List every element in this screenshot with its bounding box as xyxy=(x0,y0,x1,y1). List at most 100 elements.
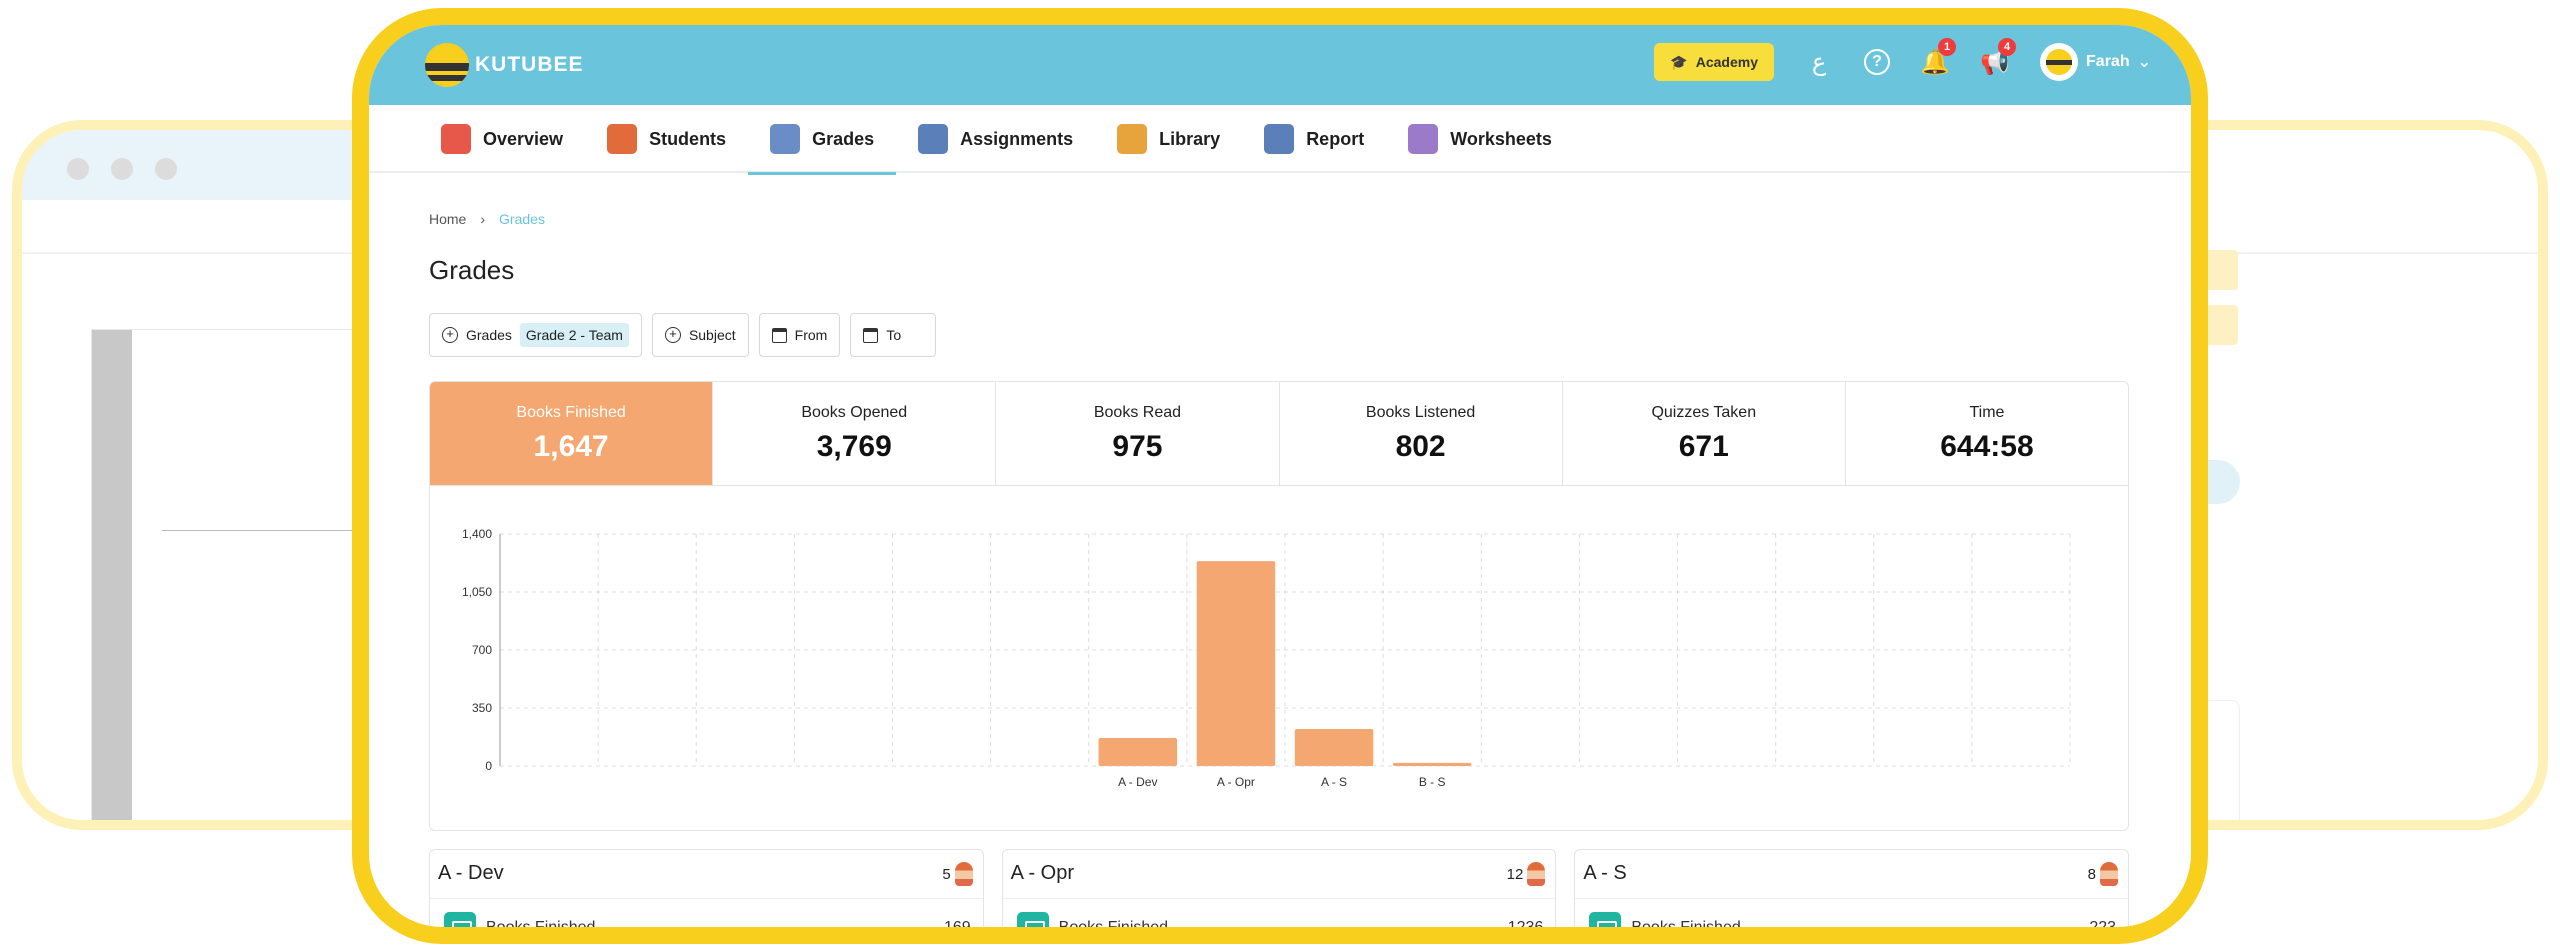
background-topbar-icons xyxy=(67,158,177,180)
language-toggle[interactable]: ع xyxy=(1811,48,1827,76)
bar-a-dev xyxy=(1098,737,1178,766)
subject-filter[interactable]: + Subject xyxy=(651,313,749,357)
group-card[interactable]: A - Dev 5 Books Finished 169 xyxy=(429,849,984,936)
divider xyxy=(430,898,983,899)
main-nav: Overview Students Grades Assignments Library… xyxy=(369,105,2191,175)
announcements-badge: 4 xyxy=(1998,37,2017,56)
breadcrumb: Home › Grades xyxy=(429,211,545,227)
stat-tab[interactable]: Books Opened 3,769 xyxy=(713,382,997,485)
main-content: Home › Grades Grades + Grades Grade 2 - … xyxy=(429,173,2131,927)
bar-chart-icon xyxy=(441,124,471,154)
stat-tab[interactable]: Time 644:58 xyxy=(1846,382,2128,485)
notifications-button[interactable]: 🔔 1 xyxy=(1920,37,1957,77)
stat-tab[interactable]: Books Read 975 xyxy=(996,382,1280,485)
stat-value: 3,769 xyxy=(816,430,892,463)
stat-label: Books Read xyxy=(1093,404,1182,421)
book-icon xyxy=(1589,912,1622,927)
grades-filter[interactable]: + Grades Grade 2 - Team xyxy=(429,313,642,357)
tab-label: Assignments xyxy=(960,128,1074,149)
group-metric-label: Books Finished xyxy=(1058,919,1169,936)
tab-worksheets[interactable]: Worksheets xyxy=(1386,105,1574,173)
to-date-filter[interactable]: To xyxy=(850,313,937,357)
tab-assignments[interactable]: Assignments xyxy=(896,105,1095,173)
bar-b-s xyxy=(1392,762,1472,766)
tab-label: Students xyxy=(649,128,727,149)
stat-tab[interactable]: Quizzes Taken 671 xyxy=(1563,382,1846,485)
student-icon xyxy=(954,862,973,886)
logo-text: KUTUBEE xyxy=(475,53,584,76)
background-divider xyxy=(2000,252,2538,254)
tab-grades[interactable]: Grades xyxy=(748,105,897,175)
app-window: KUTUBEE 🎓 Academy ع ? 🔔 1 📢 4 xyxy=(352,8,2208,944)
group-metric-row: Books Finished 169 xyxy=(444,912,971,936)
stats-tabs: Books Finished 1,647 Books Opened 3,769 Book… xyxy=(430,382,2128,486)
tab-overview[interactable]: Overview xyxy=(419,105,585,173)
group-count: 12 xyxy=(1506,865,1524,883)
bar-chart-svg: 0 350 700 1,050 1,400 A - Dev A - Opr A - S B - … xyxy=(462,527,2071,789)
tab-label: Report xyxy=(1306,128,1365,149)
tab-label: Grades xyxy=(812,128,875,149)
tab-students[interactable]: Students xyxy=(585,105,748,173)
calendar-icon xyxy=(771,327,787,343)
from-date-filter[interactable]: From xyxy=(758,313,841,357)
help-icon[interactable]: ? xyxy=(1864,49,1891,75)
to-date-label: To xyxy=(886,327,902,343)
stat-label: Books Opened xyxy=(801,404,908,421)
add-circle-icon: + xyxy=(442,327,458,343)
stat-tab[interactable]: Books Listened 802 xyxy=(1280,382,1563,485)
tab-library[interactable]: Library xyxy=(1095,105,1242,173)
x-tick-label: A - Opr xyxy=(1217,775,1255,789)
group-metric-row: Books Finished 223 xyxy=(1589,912,2117,936)
bar-a-opr xyxy=(1196,561,1276,766)
x-tick-label: A - S xyxy=(1321,775,1347,789)
group-metric-value: 223 xyxy=(2089,919,2117,936)
assignments-icon xyxy=(918,124,949,154)
group-name: A - Opr xyxy=(1010,862,1075,884)
bar-a-s xyxy=(1294,729,1374,766)
background-avatar-icon xyxy=(67,158,89,180)
group-name: A - S xyxy=(1583,862,1627,884)
group-card[interactable]: A - Opr 12 Books Finished 1236 xyxy=(1001,849,1557,936)
academy-label: Academy xyxy=(1695,54,1759,70)
group-metric-row: Books Finished 1236 xyxy=(1016,912,1543,936)
group-metric-value: 169 xyxy=(943,919,971,936)
group-card[interactable]: A - S 8 Books Finished 223 xyxy=(1574,849,2130,936)
y-tick-label: 1,400 xyxy=(462,527,492,541)
user-menu[interactable]: Farah ⌄ xyxy=(2040,43,2151,81)
stat-value: 975 xyxy=(1112,430,1163,463)
background-document-rule xyxy=(162,530,422,531)
logo[interactable]: KUTUBEE xyxy=(425,43,584,87)
report-icon xyxy=(1264,124,1295,154)
top-bar: KUTUBEE 🎓 Academy ع ? 🔔 1 📢 4 xyxy=(369,25,2191,105)
group-student-count: 12 xyxy=(1507,862,1546,886)
stat-label: Time xyxy=(1969,404,2005,421)
filter-bar: + Grades Grade 2 - Team + Subject From T… xyxy=(429,313,937,357)
stat-label: Books Listened xyxy=(1365,404,1476,421)
y-tick-label: 1,050 xyxy=(462,585,492,599)
chevron-right-icon: › xyxy=(480,211,486,227)
stat-label: Books Finished xyxy=(516,404,626,421)
stats-card: Books Finished 1,647 Books Opened 3,769 Book… xyxy=(429,381,2129,831)
stat-value: 802 xyxy=(1395,430,1446,463)
stat-tab[interactable]: Books Finished 1,647 xyxy=(430,382,714,485)
breadcrumb-current: Grades xyxy=(499,211,545,227)
grades-filter-label: Grades xyxy=(466,327,512,343)
academy-button[interactable]: 🎓 Academy xyxy=(1654,43,1775,81)
background-help-icon xyxy=(155,158,177,180)
y-tick-label: 0 xyxy=(485,759,492,773)
user-name: Farah xyxy=(2086,53,2130,70)
background-divider xyxy=(22,252,562,254)
avatar xyxy=(2040,43,2079,81)
bee-logo-icon xyxy=(425,43,469,87)
from-date-label: From xyxy=(794,327,828,343)
grades-filter-tag: Grade 2 - Team xyxy=(519,323,629,347)
announcements-button[interactable]: 📢 4 xyxy=(1980,37,2017,77)
tab-report[interactable]: Report xyxy=(1242,105,1386,173)
y-tick-label: 350 xyxy=(472,701,492,715)
student-icon xyxy=(607,124,638,154)
calendar-icon xyxy=(863,327,879,343)
breadcrumb-home[interactable]: Home xyxy=(429,211,467,227)
student-icon xyxy=(1527,862,1546,886)
chevron-down-icon: ⌄ xyxy=(2137,54,2151,71)
